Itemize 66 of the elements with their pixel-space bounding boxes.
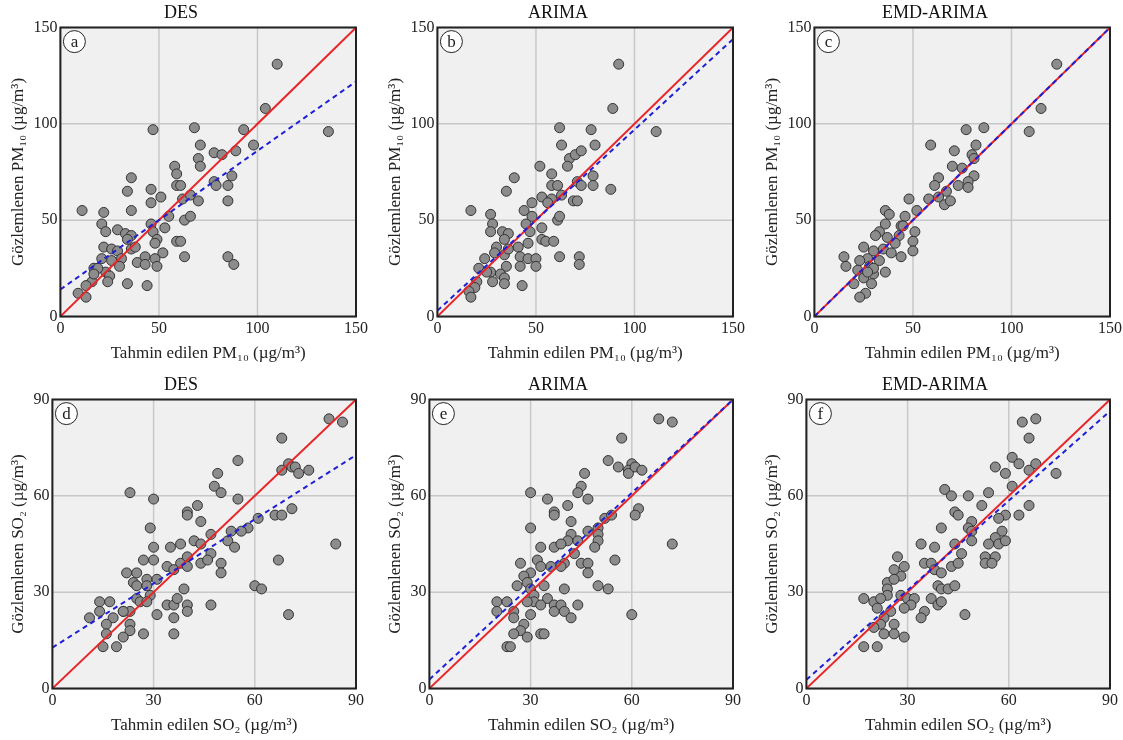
annotation: d (62, 404, 72, 424)
y-axis-title: Gözlemlenen PM₁₀ (µg/m³) (384, 77, 404, 267)
x-axis-title: Tahmin edilen SO₂ (µg/m³) (865, 715, 1052, 735)
x-axis-title: Tahmin edilen SO₂ (µg/m³) (111, 715, 298, 735)
x-tick-label: 90 (725, 691, 741, 709)
y-tick-label: 150 (410, 17, 435, 35)
annotation: f (817, 404, 824, 424)
x-tick-label: 150 (1098, 319, 1122, 337)
y-tick-label: 100 (787, 114, 812, 132)
x-tick-label: 90 (1102, 691, 1118, 709)
y-tick-label: 150 (33, 17, 58, 35)
y-axis-title: Gözlemlenen PM₁₀ (µg/m³) (7, 77, 27, 267)
annotation: a (70, 32, 79, 52)
y-tick-label: 50 (41, 210, 58, 228)
x-tick-label: 30 (145, 691, 162, 709)
y-axis-title: Gözlemlenen PM₁₀ (µg/m³) (761, 77, 781, 267)
y-tick-label: 90 (410, 389, 427, 407)
chart-title: EMD-ARIMA (882, 373, 988, 394)
annotation: e (439, 404, 448, 424)
chart-title: EMD-ARIMA (882, 1, 988, 22)
y-tick-label: 30 (33, 582, 50, 600)
y-axis-title: Gözlemlenen SO₂ (µg/m³) (761, 454, 781, 634)
x-tick-label: 50 (150, 319, 167, 337)
y-tick-label: 60 (33, 486, 50, 504)
x-tick-label: 30 (899, 691, 916, 709)
chart-title: ARIMA (527, 373, 589, 394)
y-tick-label: 30 (787, 582, 804, 600)
y-tick-label: 150 (787, 17, 812, 35)
x-axis-title: Tahmin edilen PM₁₀ (µg/m³) (864, 343, 1060, 363)
x-tick-label: 100 (245, 319, 270, 337)
y-tick-label: 90 (787, 389, 804, 407)
y-tick-label: 0 (426, 306, 435, 324)
x-tick-label: 100 (999, 319, 1024, 337)
y-tick-label: 0 (803, 306, 812, 324)
y-tick-label: 0 (418, 678, 427, 696)
y-axis-title: Gözlemlenen SO₂ (µg/m³) (384, 454, 404, 634)
y-tick-label: 0 (41, 678, 50, 696)
annotation: c (824, 32, 833, 52)
y-tick-label: 90 (33, 389, 50, 407)
chart-title: DES (163, 373, 199, 394)
x-axis-title: Tahmin edilen PM₁₀ (µg/m³) (487, 343, 683, 363)
y-tick-label: 60 (787, 486, 804, 504)
x-tick-label: 50 (904, 319, 921, 337)
chart-title: ARIMA (527, 1, 589, 22)
y-tick-label: 60 (410, 486, 427, 504)
y-tick-label: 0 (795, 678, 804, 696)
chart-title: DES (163, 1, 199, 22)
x-tick-label: 100 (622, 319, 647, 337)
y-tick-label: 100 (33, 114, 58, 132)
x-tick-label: 60 (623, 691, 640, 709)
y-tick-label: 0 (49, 306, 58, 324)
x-tick-label: 50 (527, 319, 544, 337)
y-tick-label: 30 (410, 582, 427, 600)
annotation: b (447, 32, 456, 52)
x-axis-title: Tahmin edilen SO₂ (µg/m³) (488, 715, 675, 735)
x-tick-label: 150 (344, 319, 368, 337)
y-axis-title: Gözlemlenen SO₂ (µg/m³) (7, 454, 27, 634)
x-tick-label: 30 (522, 691, 539, 709)
x-tick-label: 60 (246, 691, 263, 709)
x-tick-label: 60 (1000, 691, 1017, 709)
x-tick-label: 150 (721, 319, 745, 337)
y-tick-label: 50 (418, 210, 435, 228)
y-tick-label: 50 (795, 210, 812, 228)
y-tick-label: 100 (410, 114, 435, 132)
x-axis-title: Tahmin edilen PM₁₀ (µg/m³) (110, 343, 306, 363)
x-tick-label: 90 (348, 691, 364, 709)
